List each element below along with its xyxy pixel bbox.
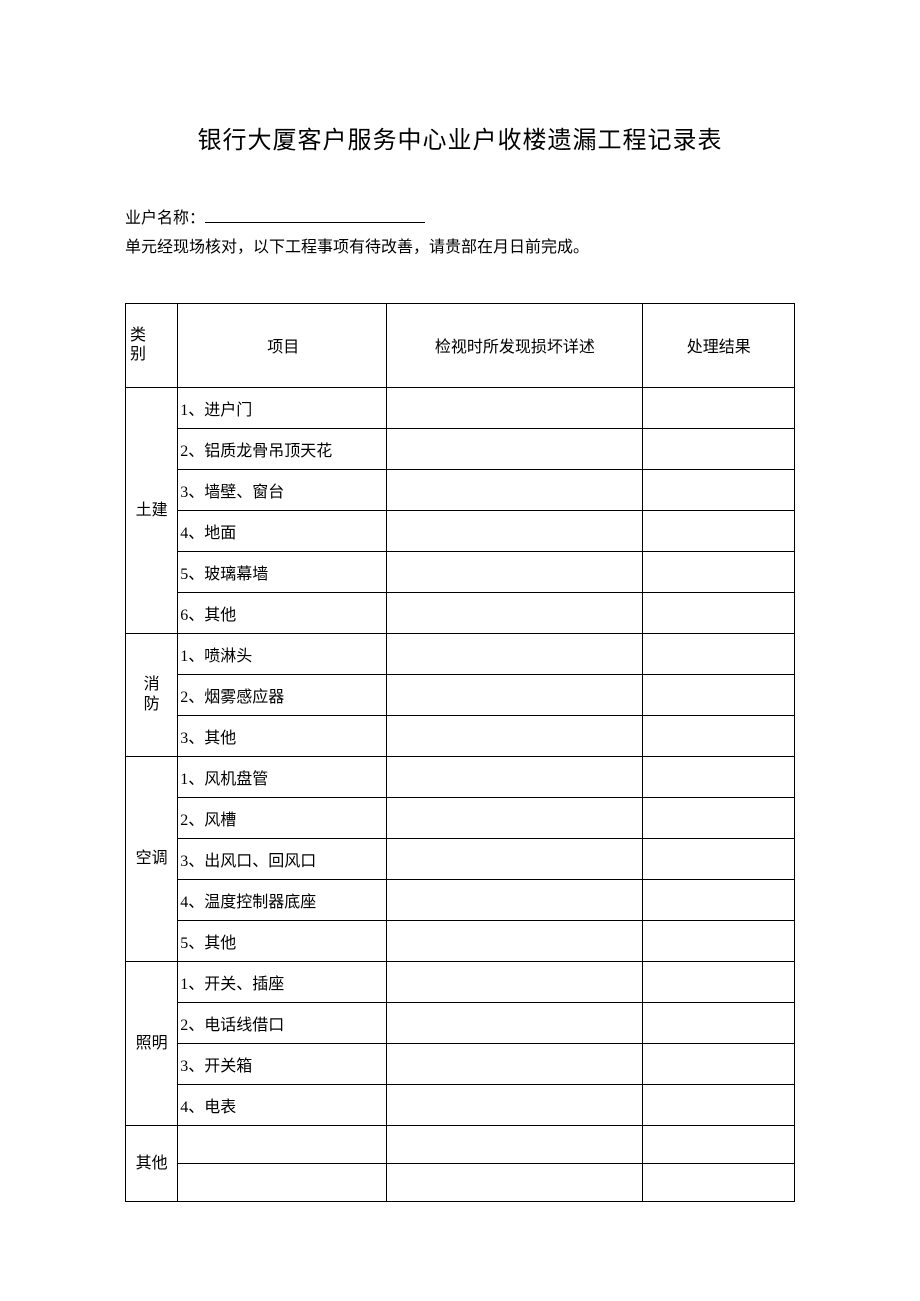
- category-cell: 其他: [126, 1125, 178, 1201]
- detail-cell: [387, 469, 643, 510]
- table-header-row: 类别 项目 检视时所发现损坏详述 处理结果: [126, 303, 795, 387]
- table-body: 土建1、进户门2、铝质龙骨吊顶天花3、墙壁、窗台4、地面5、玻璃幕墙6、其他消防…: [126, 387, 795, 1201]
- table-row: 3、墙壁、窗台: [126, 469, 795, 510]
- table-row: 4、温度控制器底座: [126, 879, 795, 920]
- item-cell: 1、喷淋头: [178, 633, 387, 674]
- detail-cell: [387, 428, 643, 469]
- table-row: 土建1、进户门: [126, 387, 795, 428]
- table-row: 2、电话线借口: [126, 1002, 795, 1043]
- result-cell: [643, 1125, 795, 1163]
- result-cell: [643, 1043, 795, 1084]
- detail-cell: [387, 1084, 643, 1125]
- table-row: 5、其他: [126, 920, 795, 961]
- table-row: 6、其他: [126, 592, 795, 633]
- table-row: 3、其他: [126, 715, 795, 756]
- detail-cell: [387, 1163, 643, 1201]
- item-cell: [178, 1163, 387, 1201]
- table-row: 其他: [126, 1125, 795, 1163]
- table-row: 3、出风口、回风口: [126, 838, 795, 879]
- item-cell: 3、墙壁、窗台: [178, 469, 387, 510]
- detail-cell: [387, 592, 643, 633]
- item-cell: 1、风机盘管: [178, 756, 387, 797]
- item-cell: 1、开关、插座: [178, 961, 387, 1002]
- header-info: 业户名称： 单元经现场核对，以下工程事项有待改善，请贵部在月日前完成。: [125, 205, 795, 263]
- item-cell: [178, 1125, 387, 1163]
- item-cell: 3、开关箱: [178, 1043, 387, 1084]
- item-cell: 4、电表: [178, 1084, 387, 1125]
- item-cell: 5、其他: [178, 920, 387, 961]
- result-cell: [643, 592, 795, 633]
- table-row: 消防1、喷淋头: [126, 633, 795, 674]
- category-cell: 照明: [126, 961, 178, 1125]
- result-cell: [643, 1002, 795, 1043]
- name-label: 业户名称：: [125, 210, 205, 227]
- item-cell: 4、地面: [178, 510, 387, 551]
- table-row: 2、烟雾感应器: [126, 674, 795, 715]
- detail-cell: [387, 838, 643, 879]
- result-cell: [643, 428, 795, 469]
- result-cell: [643, 879, 795, 920]
- item-cell: 3、出风口、回风口: [178, 838, 387, 879]
- category-cell: 空调: [126, 756, 178, 961]
- detail-cell: [387, 551, 643, 592]
- table-row: 空调1、风机盘管: [126, 756, 795, 797]
- detail-cell: [387, 756, 643, 797]
- result-cell: [643, 633, 795, 674]
- detail-cell: [387, 633, 643, 674]
- detail-cell: [387, 674, 643, 715]
- table-row: 3、开关箱: [126, 1043, 795, 1084]
- item-cell: 2、烟雾感应器: [178, 674, 387, 715]
- result-cell: [643, 838, 795, 879]
- detail-cell: [387, 387, 643, 428]
- result-cell: [643, 674, 795, 715]
- col-header-item: 项目: [178, 303, 387, 387]
- item-cell: 3、其他: [178, 715, 387, 756]
- name-underline: [205, 207, 425, 223]
- result-cell: [643, 961, 795, 1002]
- result-cell: [643, 1084, 795, 1125]
- category-cell: 消防: [126, 633, 178, 756]
- table-row: 4、地面: [126, 510, 795, 551]
- result-cell: [643, 715, 795, 756]
- detail-cell: [387, 1002, 643, 1043]
- result-cell: [643, 1163, 795, 1201]
- detail-cell: [387, 961, 643, 1002]
- record-table: 类别 项目 检视时所发现损坏详述 处理结果 土建1、进户门2、铝质龙骨吊顶天花3…: [125, 303, 795, 1202]
- table-row: 照明1、开关、插座: [126, 961, 795, 1002]
- detail-cell: [387, 715, 643, 756]
- result-cell: [643, 797, 795, 838]
- col-header-category: 类别: [126, 303, 178, 387]
- detail-cell: [387, 920, 643, 961]
- name-label-line: 业户名称：: [125, 205, 795, 234]
- table-row: [126, 1163, 795, 1201]
- detail-cell: [387, 510, 643, 551]
- item-cell: 5、玻璃幕墙: [178, 551, 387, 592]
- detail-cell: [387, 879, 643, 920]
- item-cell: 4、温度控制器底座: [178, 879, 387, 920]
- item-cell: 2、风槽: [178, 797, 387, 838]
- result-cell: [643, 510, 795, 551]
- table-row: 4、电表: [126, 1084, 795, 1125]
- result-cell: [643, 756, 795, 797]
- result-cell: [643, 920, 795, 961]
- page-title: 银行大厦客户服务中心业户收楼遗漏工程记录表: [125, 120, 795, 155]
- item-cell: 2、铝质龙骨吊顶天花: [178, 428, 387, 469]
- item-cell: 6、其他: [178, 592, 387, 633]
- table-row: 5、玻璃幕墙: [126, 551, 795, 592]
- table-row: 2、铝质龙骨吊顶天花: [126, 428, 795, 469]
- instruction-text: 单元经现场核对，以下工程事项有待改善，请贵部在月日前完成。: [125, 234, 795, 263]
- detail-cell: [387, 1043, 643, 1084]
- result-cell: [643, 469, 795, 510]
- result-cell: [643, 551, 795, 592]
- item-cell: 1、进户门: [178, 387, 387, 428]
- col-header-detail: 检视时所发现损坏详述: [387, 303, 643, 387]
- category-cell: 土建: [126, 387, 178, 633]
- detail-cell: [387, 1125, 643, 1163]
- table-row: 2、风槽: [126, 797, 795, 838]
- result-cell: [643, 387, 795, 428]
- col-header-result: 处理结果: [643, 303, 795, 387]
- detail-cell: [387, 797, 643, 838]
- item-cell: 2、电话线借口: [178, 1002, 387, 1043]
